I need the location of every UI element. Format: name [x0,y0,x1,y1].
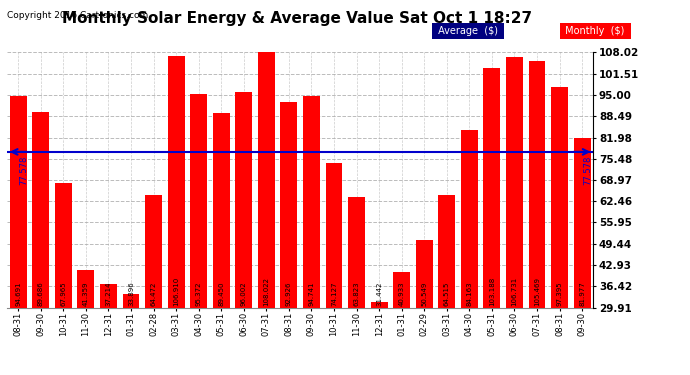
Bar [438,195,455,308]
Text: 64.515: 64.515 [444,282,450,306]
Bar [100,284,117,308]
Text: 94.691: 94.691 [15,281,21,306]
Bar [393,272,410,308]
Bar [190,94,207,308]
Text: 89.686: 89.686 [38,281,43,306]
Text: 77.578: 77.578 [583,155,592,184]
Bar [145,195,162,308]
Text: 33.896: 33.896 [128,281,134,306]
Text: Copyright 2016 Cartronics.com: Copyright 2016 Cartronics.com [7,11,148,20]
Text: 108.022: 108.022 [264,277,269,306]
Bar [123,294,139,307]
Bar [77,270,95,308]
Text: 97.395: 97.395 [557,281,562,306]
Bar [484,68,500,308]
Text: 96.002: 96.002 [241,281,247,306]
Text: 74.127: 74.127 [331,281,337,306]
Text: 95.372: 95.372 [196,281,201,306]
Bar [506,57,523,308]
Text: 106.731: 106.731 [511,277,518,306]
Text: 40.933: 40.933 [399,281,404,306]
Bar [168,56,184,308]
Bar [280,102,297,308]
Text: Average  ($): Average ($) [435,26,501,36]
Bar [573,138,591,308]
Text: 92.926: 92.926 [286,281,292,306]
Bar [416,240,433,308]
Bar [461,130,477,308]
Bar [235,92,253,308]
Bar [529,61,546,308]
Text: Monthly Solar Energy & Average Value Sat Oct 1 18:27: Monthly Solar Energy & Average Value Sat… [61,11,532,26]
Text: 50.549: 50.549 [421,282,427,306]
Text: 37.214: 37.214 [106,281,111,306]
Text: 105.469: 105.469 [534,277,540,306]
Bar [551,87,568,308]
Bar [32,112,49,308]
Text: 103.188: 103.188 [489,277,495,306]
Text: 63.823: 63.823 [353,281,359,306]
Text: 41.359: 41.359 [83,281,89,306]
Text: 64.472: 64.472 [150,282,157,306]
Bar [10,96,27,308]
Text: 84.163: 84.163 [466,281,473,306]
Text: Monthly  ($): Monthly ($) [562,26,628,36]
Text: 77.578: 77.578 [19,155,28,184]
Bar [371,303,388,307]
Text: 106.910: 106.910 [173,277,179,306]
Bar [213,113,230,308]
Text: 67.965: 67.965 [60,281,66,306]
Text: 89.450: 89.450 [218,281,224,306]
Text: 31.442: 31.442 [376,282,382,306]
Text: 81.977: 81.977 [579,281,585,306]
Text: 94.741: 94.741 [308,281,315,306]
Bar [348,197,365,308]
Bar [258,53,275,308]
Bar [55,183,72,308]
Bar [303,96,320,308]
Bar [326,163,342,308]
